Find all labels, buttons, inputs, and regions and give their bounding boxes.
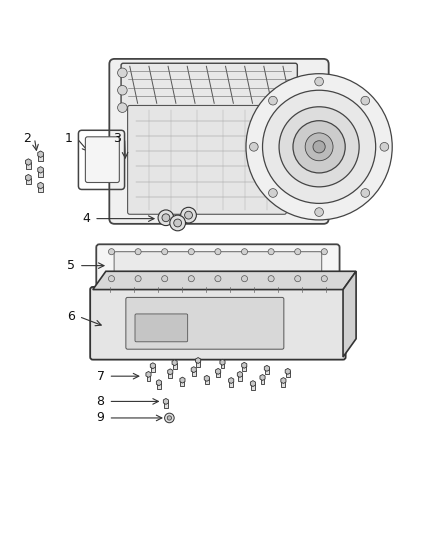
Circle shape bbox=[361, 189, 370, 197]
Text: 9: 9 bbox=[97, 411, 105, 424]
Bar bbox=[205, 378, 209, 384]
Circle shape bbox=[246, 74, 392, 220]
Circle shape bbox=[188, 276, 194, 282]
FancyBboxPatch shape bbox=[110, 59, 328, 224]
Circle shape bbox=[158, 210, 174, 225]
Text: 2: 2 bbox=[23, 132, 31, 144]
Circle shape bbox=[262, 90, 376, 204]
Circle shape bbox=[117, 68, 127, 78]
Circle shape bbox=[295, 249, 301, 255]
Circle shape bbox=[380, 142, 389, 151]
Polygon shape bbox=[93, 271, 356, 289]
FancyBboxPatch shape bbox=[90, 287, 346, 360]
Circle shape bbox=[162, 214, 170, 222]
Bar bbox=[168, 372, 172, 378]
Circle shape bbox=[313, 141, 325, 153]
Bar bbox=[192, 370, 196, 376]
Text: 1: 1 bbox=[65, 132, 73, 144]
Circle shape bbox=[174, 219, 182, 227]
Circle shape bbox=[117, 103, 127, 112]
Circle shape bbox=[268, 249, 274, 255]
FancyBboxPatch shape bbox=[121, 63, 297, 108]
Circle shape bbox=[295, 276, 301, 282]
Circle shape bbox=[361, 96, 370, 105]
Bar bbox=[39, 185, 43, 192]
Circle shape bbox=[162, 276, 168, 282]
Circle shape bbox=[109, 249, 115, 255]
Bar bbox=[265, 368, 269, 375]
FancyBboxPatch shape bbox=[85, 137, 119, 182]
FancyBboxPatch shape bbox=[127, 106, 286, 214]
Circle shape bbox=[315, 77, 323, 86]
Bar bbox=[220, 362, 224, 368]
Bar bbox=[286, 372, 290, 377]
Circle shape bbox=[165, 413, 174, 423]
Circle shape bbox=[109, 276, 115, 282]
Bar bbox=[180, 380, 184, 386]
Circle shape bbox=[305, 133, 333, 161]
FancyBboxPatch shape bbox=[135, 314, 187, 342]
Circle shape bbox=[268, 189, 277, 197]
Bar bbox=[39, 170, 43, 176]
Bar bbox=[216, 372, 220, 377]
Circle shape bbox=[135, 249, 141, 255]
Polygon shape bbox=[343, 271, 356, 357]
Bar bbox=[261, 377, 265, 384]
Circle shape bbox=[321, 249, 327, 255]
Circle shape bbox=[188, 249, 194, 255]
Text: 7: 7 bbox=[97, 370, 105, 383]
Bar bbox=[229, 381, 233, 386]
Bar bbox=[26, 177, 31, 184]
Circle shape bbox=[215, 276, 221, 282]
Circle shape bbox=[185, 211, 192, 219]
FancyBboxPatch shape bbox=[114, 252, 322, 279]
Circle shape bbox=[268, 276, 274, 282]
Circle shape bbox=[241, 249, 247, 255]
Bar bbox=[39, 154, 43, 161]
Bar bbox=[196, 360, 200, 367]
Circle shape bbox=[135, 276, 141, 282]
Text: 4: 4 bbox=[82, 212, 90, 225]
FancyBboxPatch shape bbox=[126, 297, 284, 349]
Circle shape bbox=[167, 416, 172, 420]
Circle shape bbox=[315, 208, 323, 216]
Text: 6: 6 bbox=[67, 310, 75, 323]
Bar bbox=[26, 162, 31, 169]
Bar bbox=[164, 401, 168, 408]
Bar bbox=[157, 383, 161, 389]
Text: 3: 3 bbox=[113, 132, 120, 144]
Circle shape bbox=[215, 249, 221, 255]
Circle shape bbox=[250, 142, 258, 151]
Bar bbox=[238, 375, 242, 381]
Circle shape bbox=[268, 96, 277, 105]
Bar bbox=[147, 375, 150, 381]
Circle shape bbox=[117, 85, 127, 95]
FancyBboxPatch shape bbox=[96, 244, 339, 286]
Circle shape bbox=[321, 276, 327, 282]
Circle shape bbox=[279, 107, 359, 187]
Circle shape bbox=[241, 276, 247, 282]
Circle shape bbox=[181, 207, 196, 223]
Bar bbox=[173, 362, 177, 369]
Bar bbox=[242, 365, 246, 372]
Circle shape bbox=[170, 215, 185, 231]
Circle shape bbox=[293, 120, 345, 173]
Bar bbox=[251, 384, 255, 390]
Bar bbox=[151, 366, 155, 372]
Bar bbox=[282, 381, 286, 386]
Text: 5: 5 bbox=[67, 259, 75, 272]
Circle shape bbox=[162, 249, 168, 255]
Text: 8: 8 bbox=[97, 395, 105, 408]
